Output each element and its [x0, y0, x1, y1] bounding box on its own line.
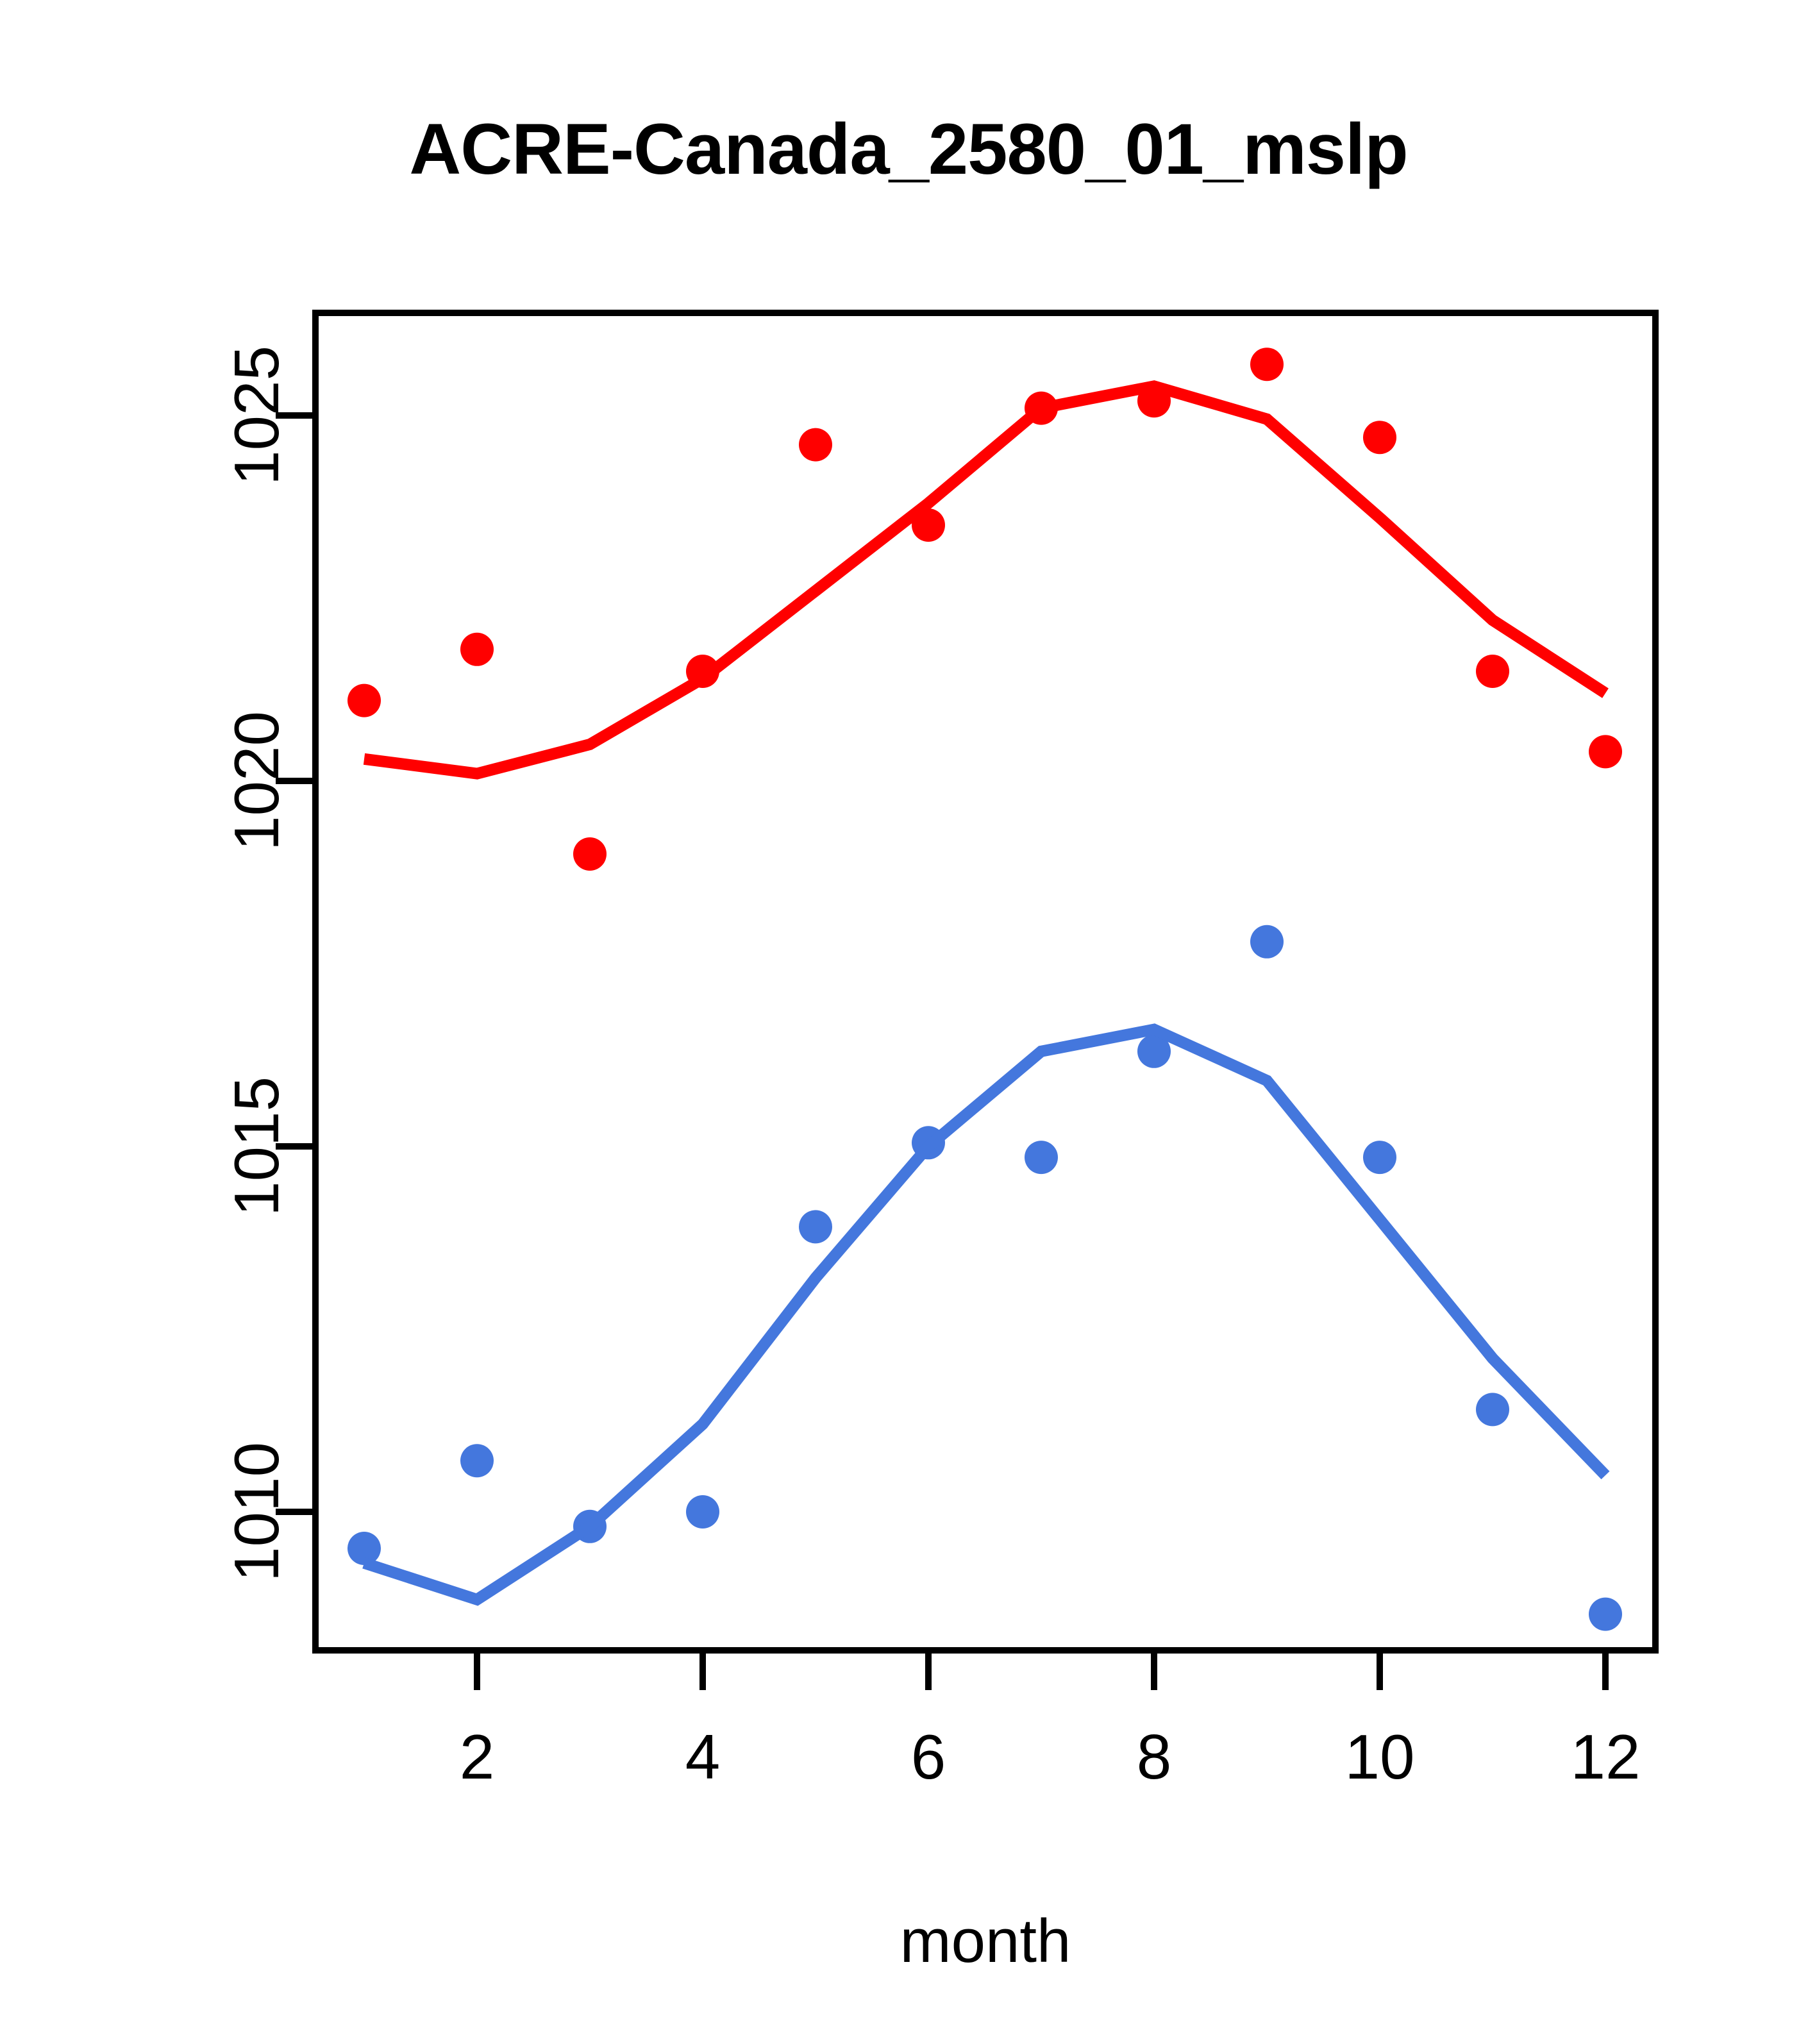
page-title: ACRE-Canada_2580_01_mslp: [409, 109, 1408, 189]
x-axis-tick-label: 12: [1570, 1721, 1640, 1792]
data-point: [799, 428, 832, 462]
plot-frame: [312, 310, 1659, 1654]
data-point: [799, 1210, 832, 1244]
y-axis-tick-label: 1025: [221, 346, 292, 485]
data-point: [460, 1444, 494, 1478]
data-point: [1589, 735, 1622, 769]
data-point: [1363, 1141, 1396, 1175]
series-points-red-points: [347, 348, 1622, 871]
series-line-red-line: [363, 380, 1609, 780]
x-axis-tick-label: 8: [1137, 1721, 1172, 1792]
data-point: [1137, 1034, 1171, 1068]
data-point: [1476, 655, 1509, 688]
data-point: [1476, 1393, 1509, 1427]
data-point: [1250, 925, 1284, 959]
data-point: [1250, 348, 1284, 381]
data-point: [1025, 1141, 1058, 1175]
x-axis-ticks: 2 4 6 8 10 12: [460, 1650, 1641, 1792]
y-axis-tick-label: 1015: [221, 1076, 292, 1216]
data-point: [573, 837, 607, 871]
y-axis-tick-label: 1010: [221, 1442, 292, 1582]
x-axis-tick-label: 2: [460, 1721, 495, 1792]
x-axis-tick-label: 10: [1344, 1721, 1414, 1792]
data-point: [686, 1495, 719, 1529]
data-point: [1589, 1597, 1622, 1631]
y-axis-tick-label: 1020: [221, 711, 292, 851]
x-axis-tick-label: 4: [685, 1721, 721, 1792]
data-point: [1363, 421, 1396, 455]
x-axis-title: month: [900, 1907, 1071, 1975]
data-point: [347, 1532, 381, 1565]
y-axis-ticks: 1010 1015 1020 1025: [221, 346, 315, 1582]
data-series-layer: [347, 348, 1622, 1631]
data-point: [460, 632, 494, 666]
data-point: [347, 683, 381, 717]
x-axis-tick-label: 6: [911, 1721, 946, 1792]
series-line-blue-line: [362, 1023, 1610, 1606]
